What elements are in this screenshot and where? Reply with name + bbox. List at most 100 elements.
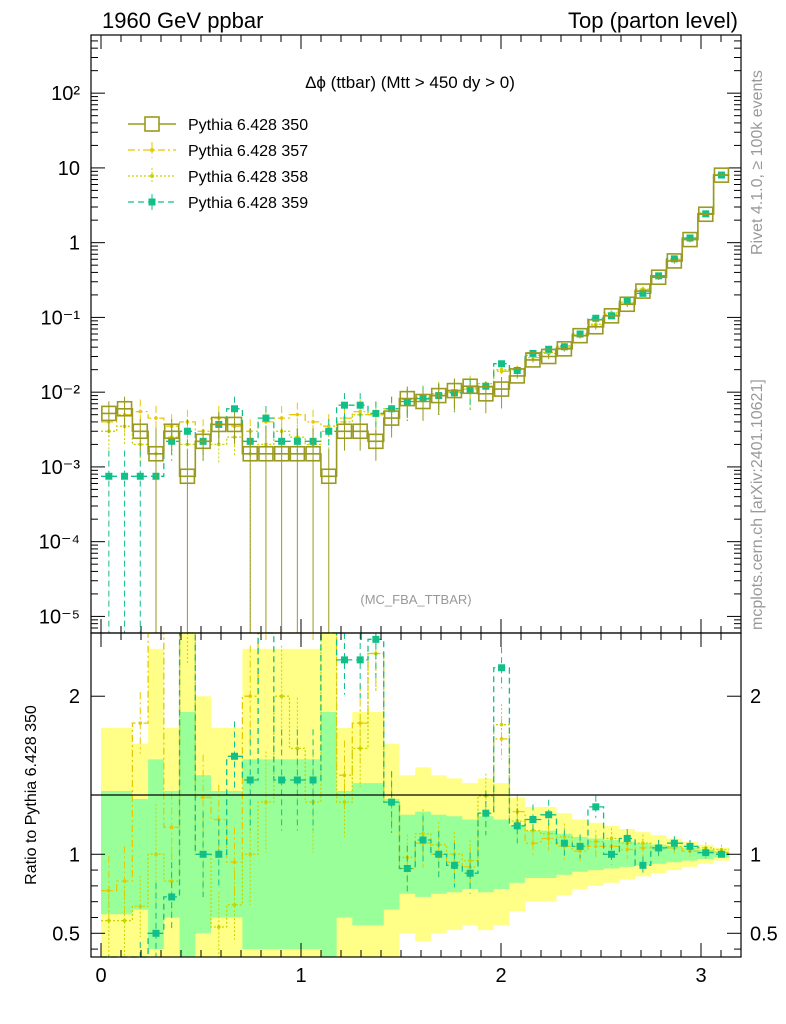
ratio-point — [152, 929, 160, 937]
data-point — [592, 314, 600, 322]
data-point — [623, 297, 631, 305]
ratio-point — [499, 722, 504, 727]
header-right: Top (parton level) — [568, 8, 738, 33]
ratio-line — [101, 632, 730, 928]
main-y-tick-labels: 10⁻⁵ 10⁻⁴ 10⁻³ 10⁻² 10⁻¹ 1 10 10² — [39, 83, 81, 628]
ratio-point — [560, 839, 568, 847]
data-point — [242, 445, 259, 462]
series-line — [101, 173, 730, 455]
mcplots-label: mcplots.cern.ch [arXiv:2401.10621] — [749, 379, 766, 630]
data-point — [163, 423, 180, 440]
ratio-point — [199, 850, 207, 858]
ratio-point — [639, 861, 647, 869]
ratio-point — [499, 737, 504, 741]
legend-marker — [150, 148, 154, 152]
data-point — [650, 269, 667, 286]
ratio-point — [295, 746, 300, 751]
data-point — [682, 231, 698, 248]
data-point — [462, 378, 478, 395]
ratio-point — [215, 850, 223, 858]
data-point — [101, 405, 117, 422]
data-point — [340, 401, 348, 409]
data-point — [525, 352, 541, 368]
data-point — [336, 423, 353, 440]
data-point — [325, 427, 333, 435]
ratio-point — [168, 893, 176, 901]
ratio-panel: 0.5 0.5 1 1 2 2 0 1 2 3 Ratio to Pythia 6.428 35… — [23, 632, 778, 987]
ratio-y-tick-label-right: 1 — [750, 844, 761, 866]
x-tick-label: 3 — [695, 965, 706, 987]
data-point — [262, 414, 270, 422]
y-tick-label: 10⁻³ — [41, 457, 81, 479]
ratio-point — [702, 849, 710, 857]
data-point — [466, 387, 474, 395]
ratio-point — [231, 752, 239, 760]
main-title: Δϕ (ttbar) (Mtt > 450 dy > 0) — [305, 73, 515, 92]
data-point — [697, 206, 714, 223]
x-tick-label: 2 — [495, 965, 506, 987]
header-left: 1960 GeV ppbar — [102, 8, 263, 33]
data-point — [231, 405, 239, 413]
main-axis-ticks — [91, 34, 741, 634]
legend-label: Pythia 6.428 358 — [188, 169, 308, 186]
ratio-point — [546, 831, 551, 836]
ratio-point — [138, 904, 143, 909]
x-tick-labels: 0 1 2 3 — [95, 965, 706, 987]
ratio-point — [403, 864, 411, 872]
data-point — [211, 416, 227, 433]
data-point — [368, 433, 384, 450]
ratio-point — [122, 918, 127, 923]
ratio-series — [101, 632, 730, 958]
data-point — [116, 400, 133, 417]
series-line — [101, 174, 730, 478]
y-tick-label: 10⁻² — [41, 382, 81, 404]
y-tick-label: 10⁻¹ — [41, 307, 81, 329]
data-point — [493, 381, 510, 397]
data-point — [383, 410, 400, 426]
ratio-point — [248, 694, 253, 699]
ratio-point — [531, 841, 535, 846]
ratio-point — [592, 803, 600, 811]
ratio-point — [169, 825, 174, 830]
ratio-point — [513, 822, 521, 830]
ratio-point — [107, 918, 111, 923]
data-point — [326, 424, 331, 429]
ratio-point — [246, 776, 254, 784]
data-point — [121, 472, 129, 480]
main-series — [101, 167, 730, 633]
data-point — [666, 253, 683, 269]
x-tick-label: 0 — [95, 965, 106, 987]
ratio-point — [450, 861, 458, 869]
series-pythia-6.428-357 — [101, 172, 730, 451]
ratio-point — [279, 694, 284, 699]
ratio-y-tick-label-right: 2 — [750, 686, 761, 708]
data-point — [513, 366, 521, 374]
ratio-point — [594, 844, 598, 849]
data-point — [136, 472, 144, 480]
data-point — [195, 433, 211, 450]
ratio-point — [388, 798, 396, 806]
ratio-point — [154, 852, 158, 857]
ratio-point — [498, 664, 506, 672]
ratio-point — [468, 858, 472, 863]
ratio-point — [686, 842, 694, 850]
data-point — [356, 401, 364, 409]
ratio-point — [594, 839, 598, 844]
ratio-y-tick-label-right: 0.5 — [750, 923, 778, 945]
x-tick-label: 1 — [295, 965, 306, 987]
ratio-point — [531, 828, 535, 833]
ratio-ylabel: Ratio to Pythia 6.428 350 — [23, 705, 40, 885]
ratio-point — [421, 831, 425, 836]
data-point — [372, 409, 380, 417]
ratio-point — [482, 809, 490, 817]
data-point — [148, 445, 164, 462]
ratio-point — [641, 841, 645, 846]
data-point — [415, 393, 431, 410]
series-pythia-6.428-350 — [101, 167, 730, 633]
legend-label: Pythia 6.428 359 — [188, 195, 308, 212]
data-point — [258, 445, 274, 462]
ratio-point — [576, 842, 584, 850]
main-panel: 10⁻⁵ 10⁻⁴ 10⁻³ 10⁻² 10⁻¹ 1 10 10² Δϕ (ttbar) (M… — [39, 34, 742, 634]
ratio-point — [264, 800, 268, 804]
